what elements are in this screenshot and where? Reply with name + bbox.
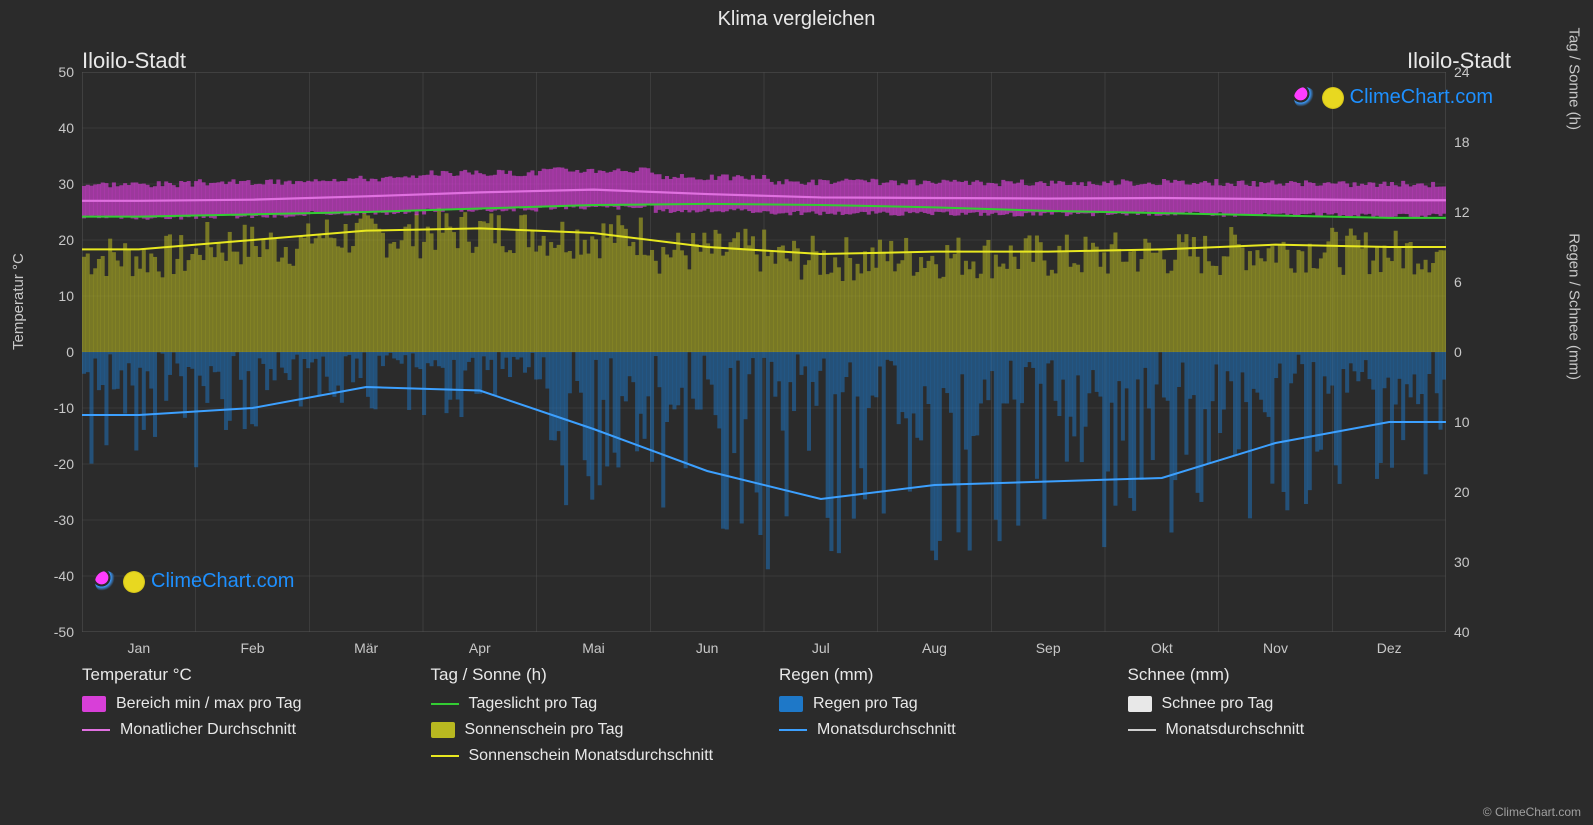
xtick-month: Jul — [812, 640, 830, 656]
xtick-month: Nov — [1263, 640, 1288, 656]
legend-col-temp: Temperatur °C Bereich min / max pro Tag M… — [82, 665, 401, 773]
legend-label: Sonnenschein pro Tag — [465, 721, 624, 739]
legend-swatch — [1128, 696, 1152, 712]
legend-label: Monatlicher Durchschnitt — [120, 721, 296, 739]
legend-label: Schnee pro Tag — [1162, 695, 1274, 713]
legend-label: Regen pro Tag — [813, 695, 918, 713]
ytick-right-hours: 12 — [1454, 204, 1494, 220]
ytick-right-hours: 6 — [1454, 274, 1494, 290]
legend-swatch — [779, 696, 803, 712]
ytick-left: -10 — [34, 400, 74, 416]
legend-label: Tageslicht pro Tag — [469, 695, 598, 713]
legend-swatch — [82, 696, 106, 712]
ytick-left: 0 — [34, 344, 74, 360]
watermark-logo-bottom: ClimeChart.com — [95, 570, 294, 593]
legend-title: Temperatur °C — [82, 665, 401, 685]
ytick-left: -30 — [34, 512, 74, 528]
legend-title: Schnee (mm) — [1128, 665, 1447, 685]
ytick-left: 10 — [34, 288, 74, 304]
y-axis-right-bottom-label: Regen / Schnee (mm) — [1566, 233, 1583, 380]
legend-item: Sonnenschein pro Tag — [431, 721, 750, 739]
city-label-left: Iloilo-Stadt — [82, 48, 186, 74]
xtick-month: Jun — [696, 640, 719, 656]
xtick-month: Feb — [240, 640, 264, 656]
legend-item: Monatsdurchschnitt — [1128, 721, 1447, 739]
xtick-month: Mai — [582, 640, 605, 656]
ytick-left: -50 — [34, 624, 74, 640]
legend: Temperatur °C Bereich min / max pro Tag M… — [82, 665, 1446, 773]
ytick-left: 40 — [34, 120, 74, 136]
legend-title: Regen (mm) — [779, 665, 1098, 685]
legend-item: Schnee pro Tag — [1128, 695, 1447, 713]
legend-item: Tageslicht pro Tag — [431, 695, 750, 713]
legend-swatch — [779, 729, 807, 731]
legend-swatch — [431, 722, 455, 738]
legend-label: Monatsdurchschnitt — [1166, 721, 1305, 739]
ytick-left: -40 — [34, 568, 74, 584]
ytick-right-mm: 30 — [1454, 554, 1494, 570]
ytick-right-hours: 0 — [1454, 344, 1494, 360]
xtick-month: Apr — [469, 640, 491, 656]
xtick-month: Jan — [128, 640, 151, 656]
ytick-left: 20 — [34, 232, 74, 248]
legend-swatch — [1128, 729, 1156, 731]
ytick-right-mm: 10 — [1454, 414, 1494, 430]
legend-swatch — [431, 703, 459, 705]
legend-item: Sonnenschein Monatsdurchschnitt — [431, 747, 750, 765]
legend-item: Regen pro Tag — [779, 695, 1098, 713]
watermark-text: ClimeChart.com — [151, 570, 294, 593]
legend-item: Monatsdurchschnitt — [779, 721, 1098, 739]
legend-label: Sonnenschein Monatsdurchschnitt — [469, 747, 714, 765]
xtick-month: Mär — [354, 640, 378, 656]
xtick-month: Okt — [1151, 640, 1173, 656]
legend-swatch — [431, 755, 459, 757]
legend-item: Monatlicher Durchschnitt — [82, 721, 401, 739]
xtick-month: Dez — [1377, 640, 1402, 656]
ytick-right-mm: 20 — [1454, 484, 1494, 500]
legend-label: Bereich min / max pro Tag — [116, 695, 302, 713]
y-axis-right-top-label: Tag / Sonne (h) — [1566, 27, 1583, 130]
chart-container: Klima vergleichen Iloilo-Stadt Iloilo-St… — [0, 0, 1593, 825]
chart-title: Klima vergleichen — [0, 8, 1593, 31]
xtick-month: Sep — [1036, 640, 1061, 656]
legend-label: Monatsdurchschnitt — [817, 721, 956, 739]
xtick-month: Aug — [922, 640, 947, 656]
plot-area — [82, 72, 1446, 632]
watermark-logo-top: ClimeChart.com — [1294, 86, 1493, 109]
ytick-left: 30 — [34, 176, 74, 192]
legend-col-snow: Schnee (mm) Schnee pro Tag Monatsdurchsch… — [1128, 665, 1447, 773]
watermark-text: ClimeChart.com — [1350, 86, 1493, 109]
copyright: © ClimeChart.com — [1483, 805, 1581, 819]
legend-col-rain: Regen (mm) Regen pro Tag Monatsdurchschni… — [779, 665, 1098, 773]
ytick-right-hours: 24 — [1454, 64, 1494, 80]
ytick-left: -20 — [34, 456, 74, 472]
ytick-left: 50 — [34, 64, 74, 80]
legend-swatch — [82, 729, 110, 731]
legend-title: Tag / Sonne (h) — [431, 665, 750, 685]
y-axis-left-label: Temperatur °C — [10, 253, 27, 350]
ytick-right-hours: 18 — [1454, 134, 1494, 150]
ytick-right-mm: 40 — [1454, 624, 1494, 640]
legend-item: Bereich min / max pro Tag — [82, 695, 401, 713]
legend-col-sun: Tag / Sonne (h) Tageslicht pro Tag Sonnen… — [431, 665, 750, 773]
